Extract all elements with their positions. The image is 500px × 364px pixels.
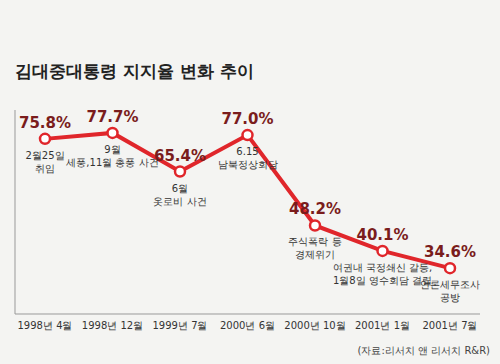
html-text:김대중대통령 지지율 변화 추이: 김대중대통령 지지율 변화 추이 xyxy=(15,61,254,81)
svg-text:6월옷로비 사건: 6월옷로비 사건 xyxy=(153,183,206,207)
svg-text:1998년 4월: 1998년 4월 xyxy=(18,320,73,331)
svg-text:1998년 12월: 1998년 12월 xyxy=(82,320,143,331)
svg-text:48.2%: 48.2% xyxy=(289,200,341,218)
svg-text:34.6%: 34.6% xyxy=(424,243,476,261)
svg-text:1999년 7월: 1999년 7월 xyxy=(153,320,208,331)
svg-text:65.4%: 65.4% xyxy=(154,147,206,165)
svg-text:75.8%: 75.8% xyxy=(19,114,71,132)
svg-text:40.1%: 40.1% xyxy=(356,226,408,244)
svg-text:언론세무조사공방: 언론세무조사공방 xyxy=(420,279,480,303)
svg-text:77.0%: 77.0% xyxy=(221,110,273,128)
svg-text:6.15남북정상회담: 6.15남북정상회담 xyxy=(218,146,278,170)
svg-text:2000년 10월: 2000년 10월 xyxy=(284,320,345,331)
svg-text:2월25일취임: 2월25일취임 xyxy=(25,150,64,174)
svg-text:9월세풍,11월 총풍 사건: 9월세풍,11월 총풍 사건 xyxy=(66,144,158,168)
svg-text:주식폭락 등경제위기: 주식폭락 등경제위기 xyxy=(288,236,341,260)
svg-text:2001년 1월: 2001년 1월 xyxy=(355,320,410,331)
html-text:(자료:리서치 앤 리서치 R&R): (자료:리서치 앤 리서치 R&R) xyxy=(357,345,490,356)
svg-text:여권내 국정쇄신 갈등,1월8일 영수회담 결렬: 여권내 국정쇄신 갈등,1월8일 영수회담 결렬 xyxy=(333,262,433,286)
svg-text:2001년 7월: 2001년 7월 xyxy=(423,320,478,331)
svg-text:77.7%: 77.7% xyxy=(86,108,138,126)
svg-text:2000년 6월: 2000년 6월 xyxy=(220,320,275,331)
